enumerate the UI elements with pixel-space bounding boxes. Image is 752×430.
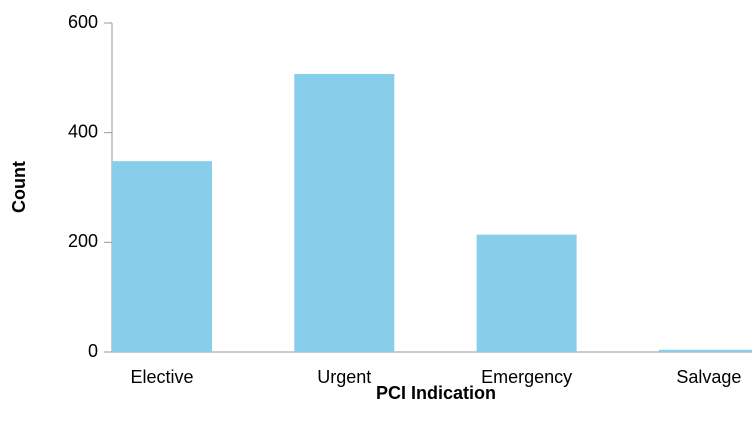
x-tick-label: Elective	[130, 367, 193, 387]
x-tick-label: Emergency	[481, 367, 572, 387]
y-axis-title: Count	[9, 161, 29, 213]
y-tick-label: 600	[68, 12, 98, 32]
y-tick-label: 0	[88, 341, 98, 361]
x-tick-label: Salvage	[676, 367, 741, 387]
bar	[294, 73, 395, 353]
bar	[476, 234, 577, 352]
y-tick-label: 200	[68, 231, 98, 251]
x-axis-title: PCI Indication	[376, 383, 496, 403]
bar	[658, 349, 752, 352]
x-tick-label: Urgent	[317, 367, 371, 387]
bar	[112, 161, 212, 352]
y-tick-label: 400	[68, 121, 98, 141]
